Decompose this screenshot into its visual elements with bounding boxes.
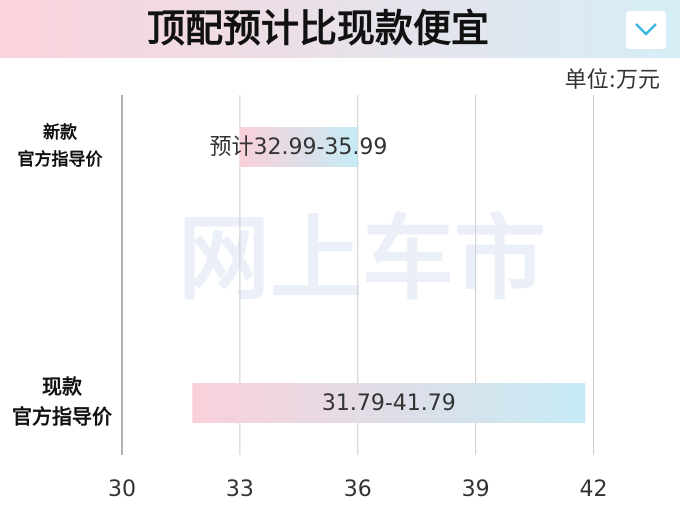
value-label: 31.79-41.79 [322,391,456,416]
x-tick-label: 42 [580,477,608,502]
range-bar [239,127,358,167]
x-tick-label: 36 [344,477,372,502]
range-bar [192,383,586,423]
dropdown-box[interactable] [626,11,666,49]
watermark: 网上车市 [178,205,546,312]
category-label: 新款 [43,122,78,143]
chevron-icon[interactable] [635,23,657,36]
x-tick-label: 39 [462,477,490,502]
value-label: 预计32.99-35.99 [209,135,387,160]
dropdown-button[interactable] [626,11,666,49]
unit-label: 单位:万元 [565,68,660,93]
chart-title: 顶配预计比现款便宜 [147,7,489,51]
x-tick-label: 33 [226,477,254,502]
category-label: 现款 [42,375,83,399]
category-label: 官方指导价 [18,149,104,170]
category-label: 官方指导价 [12,405,113,429]
title-banner [0,0,680,58]
x-tick-label: 30 [108,477,136,502]
